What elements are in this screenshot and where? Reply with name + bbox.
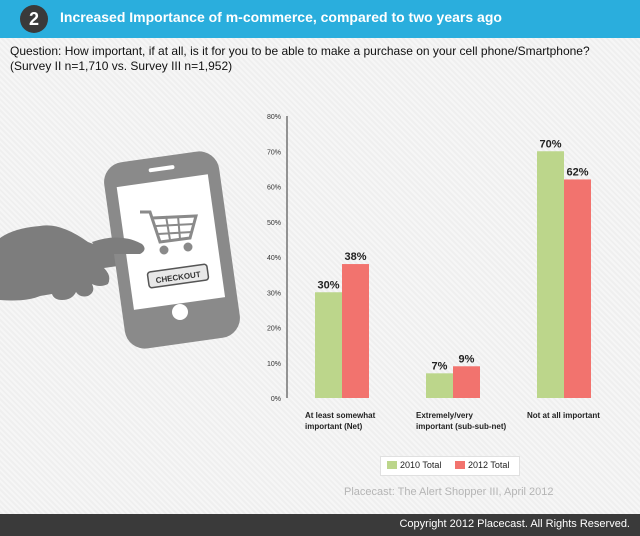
y-tick-label: 50% <box>267 220 281 227</box>
shopping-cart-icon <box>140 210 198 255</box>
bar-2012-total-0 <box>342 264 369 398</box>
bar-2010-total-0 <box>315 292 342 398</box>
footer-bar: Copyright 2012 Placecast. All Rights Res… <box>0 514 640 536</box>
legend-label-2010: 2010 Total <box>400 460 442 470</box>
source-note: Placecast: The Alert Shopper III, April … <box>344 486 554 498</box>
bar-2012-total-2 <box>564 179 591 398</box>
y-tick-label: 70% <box>267 149 281 156</box>
y-tick-label: 30% <box>267 290 281 297</box>
legend-item-2010: 2010 Total <box>387 460 441 471</box>
question-text: Question: How important, if at all, is i… <box>10 44 590 58</box>
data-label: 30% <box>317 279 339 291</box>
bar-2010-total-1 <box>426 373 453 398</box>
data-label: 70% <box>539 138 561 150</box>
data-label: 38% <box>344 251 366 263</box>
legend-swatch-2010 <box>387 461 397 469</box>
chart-legend: 2010 Total 2012 Total <box>380 456 520 476</box>
y-tick-label: 0% <box>271 396 281 403</box>
y-tick-label: 20% <box>267 326 281 333</box>
category-label: Extremely/very <box>416 411 473 420</box>
copyright-text: Copyright 2012 Placecast. All Rights Res… <box>399 518 630 530</box>
checkout-button[interactable]: CHECKOUT <box>146 263 210 289</box>
y-tick-label: 80% <box>267 114 281 121</box>
header-bar: 2 Increased Importance of m-commerce, co… <box>0 0 640 38</box>
y-tick-label: 60% <box>267 185 281 192</box>
data-label: 7% <box>432 360 448 372</box>
bar-2012-total-1 <box>453 366 480 398</box>
data-label: 62% <box>566 166 588 178</box>
pointing-hand-icon <box>0 225 149 301</box>
page-title: Increased Importance of m-commerce, comp… <box>60 9 502 25</box>
category-label: Not at all important <box>527 411 600 420</box>
bar-2010-total-2 <box>537 151 564 398</box>
legend-swatch-2012 <box>455 461 465 469</box>
data-label: 9% <box>459 353 475 365</box>
category-label: important (sub-sub-net) <box>416 422 507 431</box>
survey-question: Question: How important, if at all, is i… <box>10 44 630 74</box>
mobile-checkout-illustration: CHECKOUT <box>0 151 240 349</box>
y-tick-label: 10% <box>267 361 281 368</box>
legend-label-2012: 2012 Total <box>468 460 510 470</box>
category-label: important (Net) <box>305 422 363 431</box>
legend-item-2012: 2012 Total <box>455 460 509 471</box>
section-number-badge: 2 <box>20 5 48 33</box>
sample-size-note: (Survey II n=1,710 vs. Survey III n=1,95… <box>10 59 233 73</box>
y-tick-label: 40% <box>267 255 281 262</box>
category-label: At least somewhat <box>305 411 376 420</box>
